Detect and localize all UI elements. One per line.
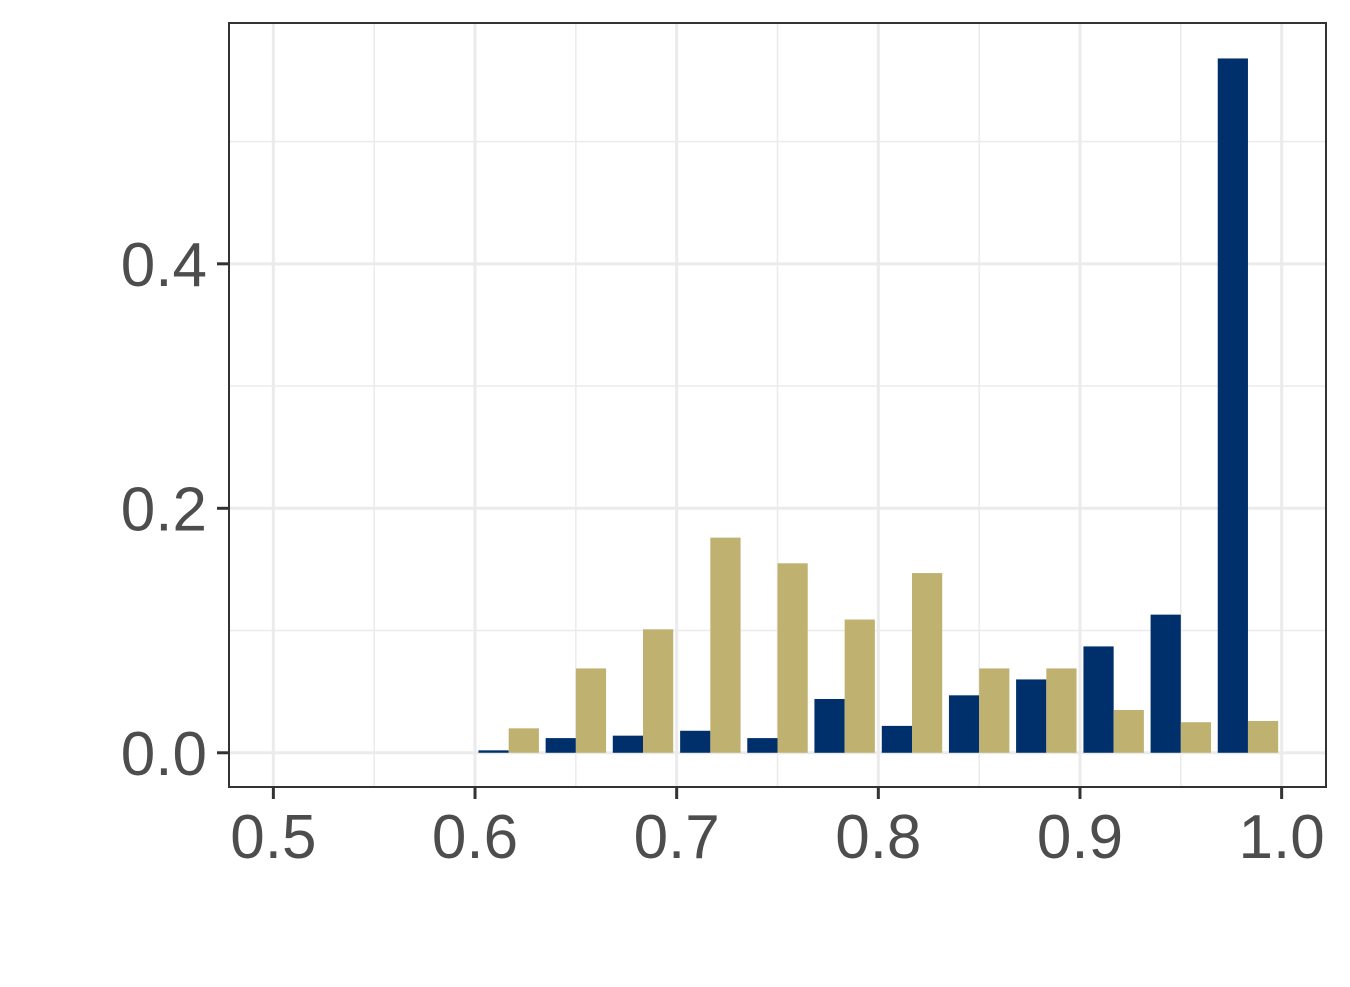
bar-series-1 bbox=[612, 735, 643, 753]
bar-series-1 bbox=[747, 738, 778, 753]
y-tick-label: 0.0 bbox=[121, 720, 207, 789]
bar-series-1 bbox=[680, 730, 711, 753]
bar-series-2 bbox=[1046, 668, 1077, 753]
bar-series-2 bbox=[643, 629, 674, 753]
bar-series-2 bbox=[575, 668, 607, 753]
bar-series-2 bbox=[1113, 709, 1144, 753]
grid-major bbox=[229, 23, 1326, 787]
bar-series-2 bbox=[979, 668, 1010, 753]
x-axis: 0.5 0.6 0.7 0.8 0.9 1.0 bbox=[230, 787, 1325, 872]
panel-border bbox=[228, 22, 1327, 788]
x-tick-label: 0.6 bbox=[432, 803, 518, 872]
x-tick-label: 0.9 bbox=[1037, 803, 1123, 872]
bar-series-1 bbox=[1083, 646, 1114, 753]
bar-series-2 bbox=[844, 619, 875, 753]
x-tick-label: 0.5 bbox=[230, 803, 316, 872]
bar-series-1 bbox=[1016, 679, 1047, 753]
bar-series-2 bbox=[912, 573, 943, 753]
bar-series-2 bbox=[1247, 720, 1279, 753]
bar-series-1 bbox=[948, 695, 980, 753]
y-axis: 0.0 0.2 0.4 bbox=[121, 231, 229, 789]
y-tick-label: 0.4 bbox=[121, 231, 207, 300]
bar-series-2 bbox=[1180, 722, 1212, 753]
bar-series-1 bbox=[881, 725, 913, 753]
x-tick-label: 1.0 bbox=[1239, 803, 1325, 872]
bars bbox=[478, 58, 1279, 753]
bar-series-2 bbox=[710, 537, 741, 753]
bar-series-1 bbox=[545, 738, 576, 753]
bar-series-2 bbox=[777, 563, 808, 753]
x-tick-label: 0.8 bbox=[835, 803, 921, 872]
y-tick-label: 0.2 bbox=[121, 475, 207, 544]
bar-series-2 bbox=[508, 728, 539, 753]
x-tick-label: 0.7 bbox=[634, 803, 720, 872]
bar-series-1 bbox=[1150, 614, 1181, 753]
bar-series-1 bbox=[478, 750, 509, 753]
bar-series-1 bbox=[814, 698, 845, 753]
bar-series-1 bbox=[1217, 58, 1248, 753]
